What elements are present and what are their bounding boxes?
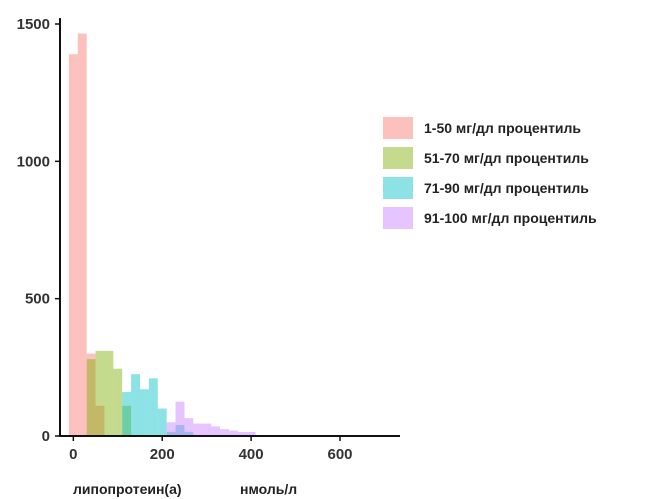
bar-series-4-bin-2	[175, 401, 185, 436]
x-axis-title: липопротеин(а) нмоль/л	[73, 481, 297, 497]
bar-series-1-bin-2	[77, 33, 87, 437]
legend-label-3: 71-90 мг/дл процентиль	[424, 180, 589, 196]
x-tick-label: 400	[239, 446, 264, 463]
x-ticks: 0 200 400 600	[69, 436, 353, 463]
bar-series-2-bin-3	[104, 350, 114, 436]
x-tick-label: 600	[327, 446, 352, 463]
bar-series-3-bin-6	[166, 431, 176, 436]
bar-series-4-bin-4	[193, 423, 203, 436]
bar-series-1-bin-3	[86, 353, 96, 436]
axes-layer	[59, 18, 400, 437]
bar-series-4-bin-9	[237, 431, 247, 436]
bar-series-2-bin-2	[95, 350, 105, 436]
x-axis-title-quantity: липопротеин(а)	[73, 481, 182, 497]
legend-swatch-2	[383, 147, 413, 169]
bar-series-4-bin-6	[211, 426, 220, 436]
legend: 1-50 мг/дл процентиль 51-70 мг/дл процент…	[383, 117, 597, 229]
bars-layer	[68, 33, 256, 437]
legend-swatch-4	[383, 207, 413, 229]
x-axis-title-unit: нмоль/л	[240, 481, 297, 497]
bar-series-4-bin-3	[184, 418, 194, 436]
y-tick-label: 1000	[17, 153, 50, 170]
bar-series-1-bin-4	[95, 405, 105, 436]
bar-series-4-bin-10	[246, 431, 256, 436]
bar-series-4-bin-7	[220, 429, 229, 436]
legend-label-4: 91-100 мг/дл процентиль	[424, 210, 597, 226]
bar-series-3-bin-1	[122, 392, 132, 436]
bar-series-3-bin-8	[184, 431, 194, 436]
bar-series-3-bin-3	[140, 389, 149, 436]
bar-series-3-bin-2	[131, 374, 140, 436]
y-tick-label: 0	[42, 428, 50, 445]
x-tick-label: 200	[150, 446, 175, 463]
bar-series-4-bin-1	[166, 422, 176, 436]
bar-series-4-bin-8	[228, 430, 238, 436]
bar-series-3-bin-4	[148, 378, 158, 436]
bar-series-1-bin-1	[68, 54, 78, 437]
x-tick-label: 0	[69, 446, 77, 463]
y-tick-label: 500	[25, 291, 50, 308]
bar-series-2-bin-1	[86, 359, 96, 436]
bar-series-4-bin-5	[202, 423, 212, 436]
bar-series-2-bin-5	[122, 405, 132, 436]
bar-series-3-bin-5	[157, 408, 167, 436]
bar-series-2-bin-4	[113, 368, 123, 436]
bar-series-3-bin-7	[175, 425, 185, 436]
legend-swatch-1	[383, 117, 413, 139]
legend-label-2: 51-70 мг/дл процентиль	[424, 150, 589, 166]
y-ticks: 0 500 1000 1500	[17, 16, 60, 445]
legend-label-1: 1-50 мг/дл процентиль	[424, 120, 581, 136]
y-tick-label: 1500	[17, 16, 50, 33]
legend-swatch-3	[383, 177, 413, 199]
